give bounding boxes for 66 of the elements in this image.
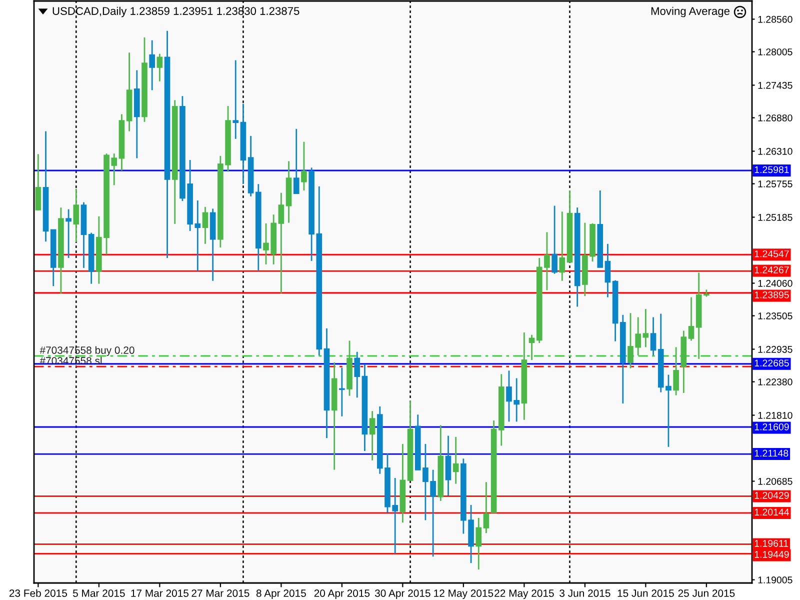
y-tick-label: 1.20685 — [758, 478, 792, 485]
candlestick — [369, 410, 376, 462]
candlestick — [673, 346, 679, 396]
candlestick — [650, 316, 656, 356]
ref-line-label: 1.23895 — [754, 291, 789, 298]
candlestick — [202, 206, 208, 245]
y-tick-label: 1.25185 — [758, 214, 792, 221]
x-tick-label: 20 Apr 2015 — [314, 590, 370, 599]
y-tick-label: 1.26310 — [758, 148, 792, 155]
candlestick — [301, 141, 307, 192]
ref-line-label: 1.19611 — [754, 540, 788, 547]
ref-line-label: #70347558 sl — [40, 356, 102, 364]
x-tick-label: 22 May 2015 — [494, 590, 554, 599]
x-tick-label: 30 Apr 2015 — [374, 590, 430, 599]
x-tick-label: 8 Apr 2015 — [256, 590, 306, 599]
x-tick-label: 23 Feb 2015 — [9, 589, 67, 597]
ref-line-label: 1.22685 — [754, 360, 789, 366]
candlestick — [483, 481, 490, 534]
y-tick-label: 1.25755 — [758, 180, 792, 188]
x-tick-label: 25 Jun 2015 — [678, 590, 735, 597]
ref-line-label: 1.25981 — [754, 166, 789, 174]
candlestick — [232, 60, 239, 140]
x-tick-label: 15 Jun 2015 — [618, 590, 674, 597]
candlestick — [339, 366, 345, 418]
y-tick-label: 1.26880 — [758, 114, 792, 122]
y-tick-label: 1.22935 — [758, 346, 792, 353]
y-tick-label: 1.19005 — [758, 576, 792, 584]
candlestick — [528, 334, 535, 361]
candlestick — [278, 192, 284, 294]
y-tick-label: 1.23505 — [758, 312, 792, 320]
ref-line-label: 1.21609 — [754, 423, 789, 430]
ref-line-label: #70347558 buy 0.20 — [40, 346, 134, 356]
candlestick — [452, 436, 459, 485]
candlestick — [688, 296, 694, 342]
candlestick — [604, 243, 611, 298]
candlestick — [445, 435, 452, 496]
annotation: Moving Average — [651, 6, 730, 18]
candlestick — [642, 308, 649, 348]
candlestick — [66, 208, 72, 259]
x-tick-label: 27 Mar 2015 — [192, 590, 250, 597]
candlestick — [293, 128, 300, 194]
y-tick-label: 1.27435 — [758, 82, 792, 89]
y-tick-label: 1.22380 — [758, 378, 792, 386]
y-tick-label: 1.24060 — [758, 280, 792, 287]
ref-line-label: 1.20144 — [754, 508, 790, 516]
ref-line-label: 1.20429 — [754, 492, 789, 499]
y-tick-label: 1.28005 — [758, 48, 792, 56]
x-tick-label: 3 Jun 2015 — [560, 590, 610, 597]
ref-line-label: 1.21148 — [754, 450, 788, 457]
x-tick-label: 5 Mar 2015 — [73, 590, 125, 597]
candlestick — [73, 188, 80, 243]
candlestick — [552, 205, 558, 275]
y-tick-label: 1.28560 — [758, 16, 792, 23]
candlestick — [35, 153, 42, 212]
ref-line-label: 1.24547 — [754, 250, 789, 258]
candlestick — [354, 351, 360, 398]
chart-title: USDCAD,Daily 1.23859 1.23951 1.23830 1.23875 — [52, 6, 300, 18]
candlestick — [476, 517, 482, 570]
y-tick-label: 1.21810 — [758, 412, 792, 419]
x-tick-label: 17 Mar 2015 — [131, 590, 188, 597]
candlestick — [149, 40, 155, 91]
ref-line-label: 1.19449 — [754, 550, 789, 558]
ref-line-label: 1.24267 — [754, 266, 789, 274]
candlestick — [156, 53, 163, 82]
candlestick — [559, 210, 566, 282]
x-tick-label: 12 May 2015 — [434, 590, 494, 599]
